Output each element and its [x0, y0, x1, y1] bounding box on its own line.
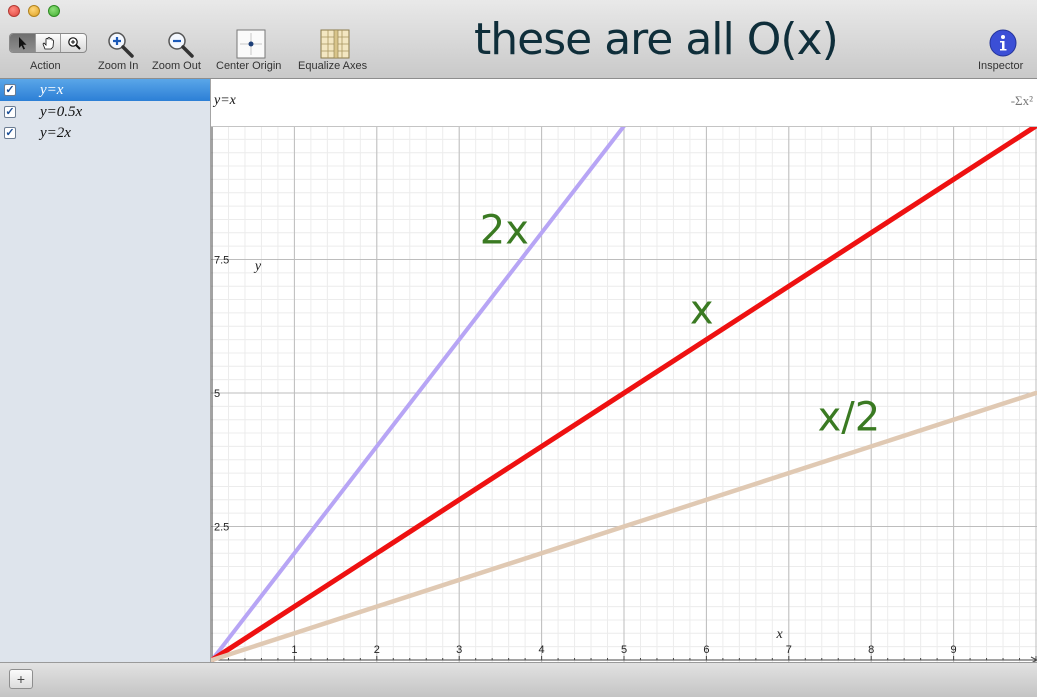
x-tick-label: 9: [951, 644, 957, 656]
equation-item[interactable]: ✓ y=0.5x: [0, 101, 210, 123]
x-tick-label: 4: [539, 644, 545, 656]
equation-label: y=x: [40, 81, 64, 98]
x-tick-label: 5: [621, 644, 627, 656]
ruler-grid-icon: [320, 29, 350, 59]
zoom-in-button[interactable]: [106, 30, 136, 65]
zoom-window-button[interactable]: [48, 5, 60, 17]
zoom-out-icon: [168, 32, 194, 58]
minimize-window-button[interactable]: [28, 5, 40, 17]
series-line: [211, 390, 1037, 662]
action-segmented-control[interactable]: [9, 33, 87, 53]
equation-checkbox[interactable]: ✓: [4, 105, 16, 118]
equation-item[interactable]: ✓ y=x: [0, 79, 210, 101]
x-tick-label: 1: [291, 644, 297, 656]
action-label: Action: [30, 60, 61, 72]
zoom-out-button[interactable]: [166, 30, 196, 65]
info-icon: [989, 29, 1017, 57]
zoom-tool-button[interactable]: [61, 34, 86, 52]
graph-area[interactable]: 1 2 3 4 5 6 7 8 9 2.5 5 7.5 x y 2x x x/2: [211, 127, 1037, 662]
x-tick-label: 2: [374, 644, 380, 656]
plot-canvas[interactable]: 1 2 3 4 5 6 7 8 9 2.5 5 7.5 x y 2x x x/2: [211, 127, 1037, 662]
x-tick-label: 7: [786, 644, 792, 656]
equalize-axes-label: Equalize Axes: [298, 60, 368, 72]
window-title: these are all O(x): [474, 14, 839, 65]
y-tick-label: 2.5: [214, 522, 229, 534]
equation-editor[interactable]: y=x -Σx²: [211, 79, 1037, 127]
equation-checkbox[interactable]: ✓: [4, 83, 16, 96]
zoom-in-icon: [108, 32, 134, 58]
series-annotation: x: [690, 288, 714, 334]
equation-item[interactable]: ✓ y=2x: [0, 122, 210, 144]
equation-input[interactable]: y=x: [214, 93, 236, 108]
center-origin-button[interactable]: [236, 29, 266, 64]
equalize-axes-button[interactable]: [320, 28, 350, 65]
zoom-in-label: Zoom In: [98, 60, 139, 72]
inspector-button[interactable]: [989, 29, 1017, 62]
equation-checkbox[interactable]: ✓: [4, 126, 16, 139]
series-line: [211, 127, 1037, 662]
equation-label: y=0.5x: [40, 103, 83, 120]
equation-label: y=2x: [40, 124, 71, 141]
close-window-button[interactable]: [8, 5, 20, 17]
x-tick-label: 6: [703, 644, 709, 656]
toolbar: Action Zoom In Zoom Out Center Origin Eq: [0, 0, 1037, 79]
inspector-label: Inspector: [978, 60, 1024, 72]
hand-icon: [42, 37, 54, 50]
equation-list: ✓ y=x ✓ y=0.5x ✓ y=2x: [0, 79, 211, 662]
y-tick-label: 5: [214, 388, 220, 400]
add-equation-button[interactable]: +: [9, 669, 33, 689]
y-tick-label: 7.5: [214, 255, 229, 267]
y-axis-label: y: [253, 259, 262, 274]
equation-palette-icon[interactable]: -Σx²: [1010, 93, 1033, 108]
series-line: [211, 127, 626, 662]
hand-tool-button[interactable]: [36, 34, 62, 52]
center-origin-label: Center Origin: [216, 60, 282, 72]
x-tick-label: 8: [868, 644, 874, 656]
series-annotation: x/2: [818, 394, 881, 440]
bottom-bar: +: [0, 662, 1037, 697]
zoom-out-label: Zoom Out: [152, 60, 201, 72]
x-axis-label: x: [775, 627, 783, 642]
x-axis-arrow: [1030, 656, 1037, 662]
magnifier-icon: [67, 37, 81, 50]
series-annotation: 2x: [480, 207, 529, 253]
x-tick-label: 3: [456, 644, 462, 656]
arrow-tool-button[interactable]: [10, 34, 36, 52]
crosshair-icon: [236, 29, 266, 59]
arrow-pointer-icon: [19, 37, 27, 50]
